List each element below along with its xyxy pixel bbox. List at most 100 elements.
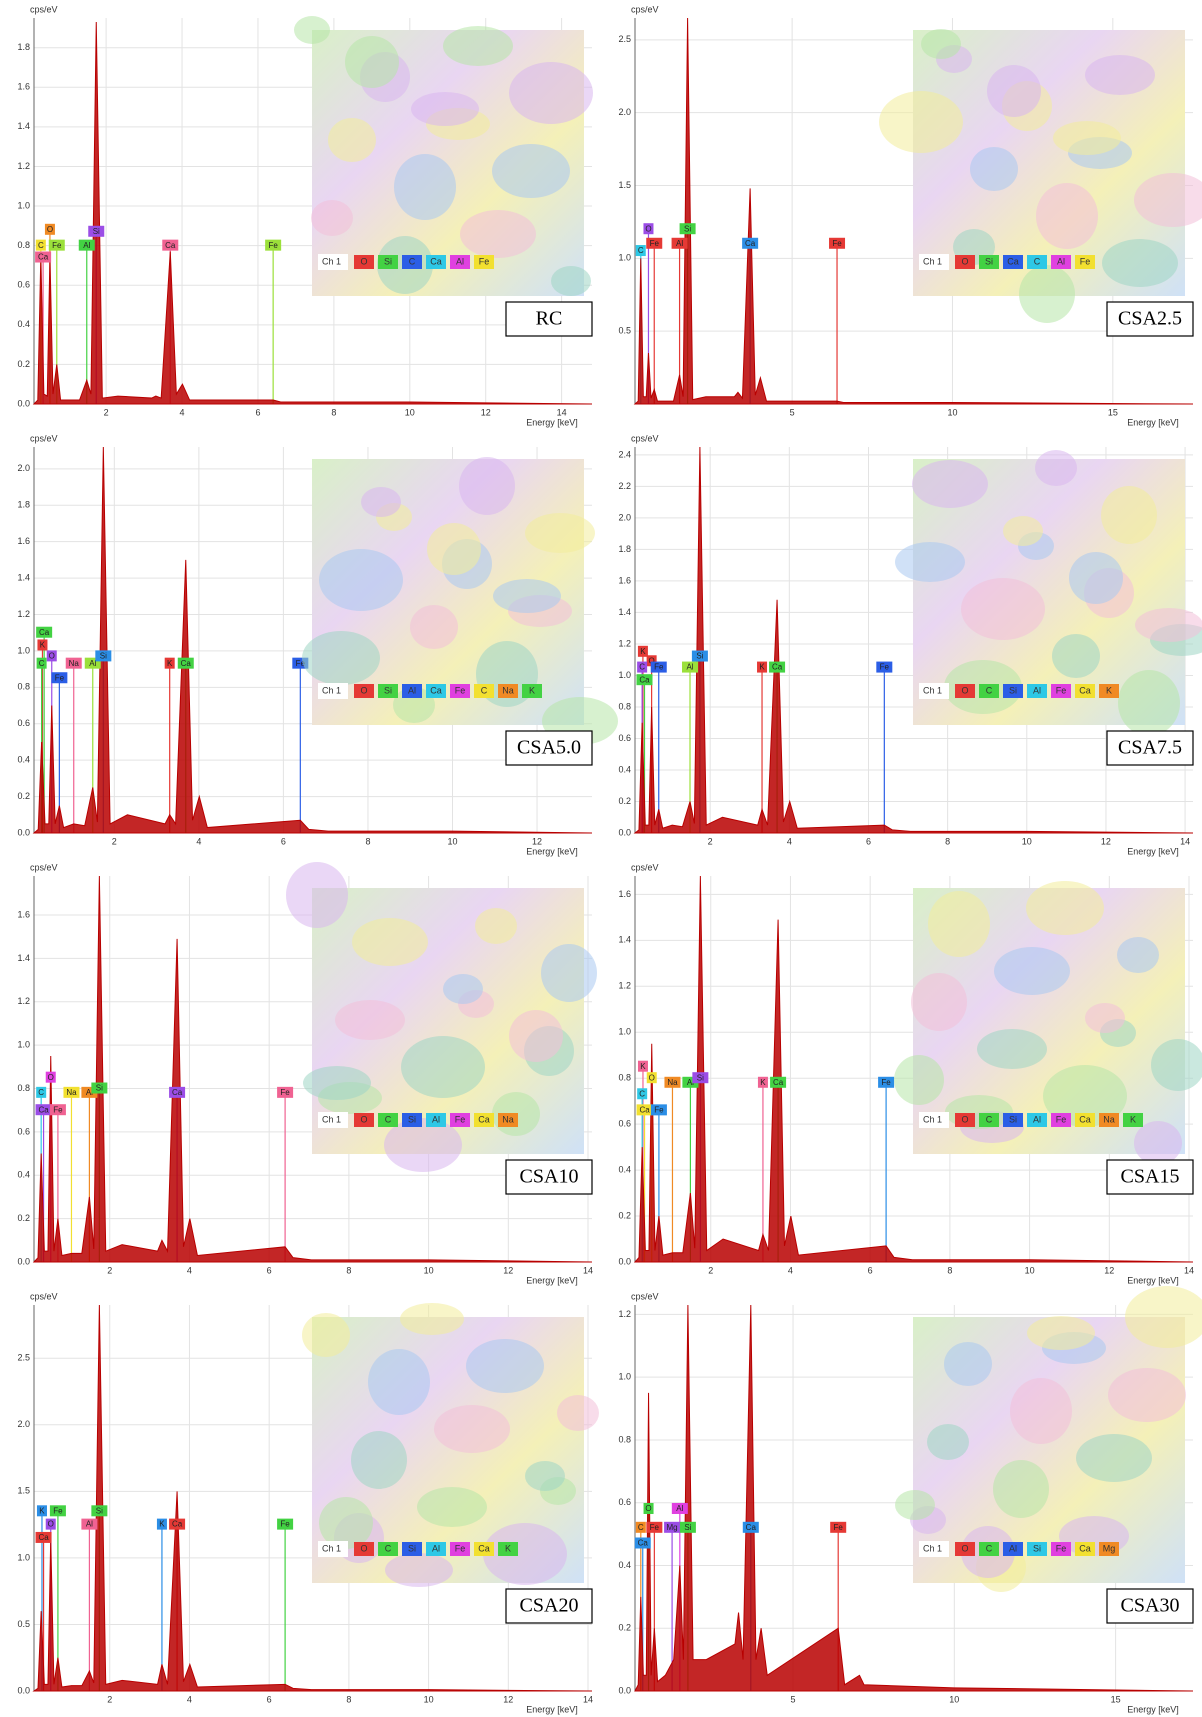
y-tick-label: 0.8 (17, 240, 30, 250)
map-grain (385, 1553, 453, 1587)
x-axis-label: Energy [keV] (526, 1704, 578, 1714)
y-tick-label: 1.2 (17, 996, 30, 1006)
map-grain (443, 974, 483, 1004)
y-tick-label: 1.0 (17, 645, 30, 655)
x-tick-label: 8 (346, 1265, 351, 1275)
element-label-text: Fe (650, 1523, 660, 1532)
element-label: Ca (635, 1538, 651, 1549)
map-grain (525, 513, 595, 553)
map-grain (1010, 1378, 1072, 1444)
element-label: Ca (637, 1104, 653, 1115)
map-grain (466, 1339, 544, 1393)
element-label: K (638, 646, 648, 657)
x-tick-label: 2 (708, 836, 713, 846)
legend-label: O (360, 1114, 367, 1124)
element-label: Fe (651, 662, 667, 673)
map-grain (459, 457, 515, 515)
legend-label: Fe (1056, 685, 1067, 695)
legend-label: Ca (1079, 1114, 1091, 1124)
legend-label: Fe (455, 685, 466, 695)
legend-label: Al (1057, 256, 1065, 266)
element-label-text: Ca (639, 1105, 650, 1114)
sample-label: CSA2.5 (1118, 308, 1182, 330)
element-label: Si (680, 1522, 696, 1533)
x-tick-label: 10 (424, 1694, 434, 1704)
y-tick-label: 0.0 (618, 1256, 631, 1266)
element-label-text: O (48, 1073, 54, 1082)
panel: 0.00.20.40.60.81.01.21.41.61.82.02.22.42… (618, 433, 1202, 856)
x-tick-label: 10 (424, 1265, 434, 1275)
map-grain (368, 1349, 430, 1415)
element-label: O (45, 224, 55, 235)
map-legend-title: Ch 1 (923, 1114, 942, 1124)
element-label-text: O (49, 651, 55, 660)
element-label-text: Ca (39, 628, 50, 637)
map-grain (509, 1010, 563, 1062)
element-label-text: Fe (53, 1105, 63, 1114)
legend-label: Fe (1080, 256, 1091, 266)
element-label-text: Fe (268, 241, 278, 250)
element-label-text: Al (676, 1504, 683, 1513)
x-tick-label: 12 (503, 1265, 513, 1275)
map-legend-title: Ch 1 (322, 1114, 341, 1124)
element-label-text: Si (96, 1506, 103, 1515)
map-grain (394, 154, 456, 220)
map-grain (895, 1490, 935, 1520)
element-label-text: Na (667, 1078, 678, 1087)
map-grain (970, 147, 1018, 191)
legend-label: O (961, 1114, 968, 1124)
map-grain (427, 523, 481, 575)
map-legend-title: Ch 1 (322, 685, 341, 695)
y-tick-label: 2.0 (618, 512, 631, 522)
element-label: Fe (878, 1077, 894, 1088)
element-label: Ca (169, 1519, 185, 1530)
x-tick-label: 14 (583, 1694, 593, 1704)
y-tick-label: 1.0 (618, 1027, 631, 1037)
y-axis-label: cps/eV (30, 433, 58, 443)
x-tick-label: 6 (267, 1694, 272, 1704)
map-grain (417, 1487, 487, 1527)
x-tick-label: 8 (331, 407, 336, 417)
element-label: Al (682, 662, 698, 673)
y-tick-label: 1.4 (17, 121, 30, 131)
y-axis-label: cps/eV (631, 862, 659, 872)
element-label-text: Ca (172, 1520, 183, 1529)
element-label: O (643, 223, 653, 234)
element-label: O (46, 1519, 56, 1530)
map-grain (927, 1424, 969, 1460)
y-tick-label: 0.4 (17, 1170, 30, 1180)
element-label: Fe (50, 1104, 66, 1115)
legend-label: C (986, 685, 993, 695)
map-grain (434, 1405, 510, 1453)
element-label-text: Fe (280, 1520, 290, 1529)
legend-label: Ca (430, 685, 442, 695)
map-grain (400, 1303, 464, 1335)
y-axis-label: cps/eV (30, 862, 58, 872)
legend-label: Fe (455, 1114, 466, 1124)
x-axis-label: Energy [keV] (1127, 846, 1179, 856)
map-grain (1117, 937, 1159, 973)
element-label: K (758, 1077, 768, 1088)
y-tick-label: 0.8 (618, 1434, 631, 1444)
map-grain (1076, 1434, 1152, 1482)
map-grain (895, 542, 965, 582)
x-tick-label: 2 (104, 407, 109, 417)
map-grain (303, 1066, 371, 1100)
element-label: C (36, 1087, 46, 1098)
element-label-text: Ca (181, 659, 192, 668)
map-grain (1052, 634, 1100, 678)
element-label-text: C (639, 663, 645, 672)
y-tick-label: 0.2 (618, 1623, 631, 1633)
element-label-text: K (167, 659, 173, 668)
x-tick-label: 6 (281, 836, 286, 846)
element-label-text: C (638, 1523, 644, 1532)
legend-label: Al (456, 256, 464, 266)
element-label-text: Fe (654, 663, 664, 672)
element-label: Fe (830, 1522, 846, 1533)
map-legend-title: Ch 1 (923, 685, 942, 695)
map-grain (319, 549, 403, 611)
map-grain (987, 65, 1041, 117)
y-tick-label: 0.2 (17, 359, 30, 369)
y-tick-label: 0.4 (618, 1560, 631, 1570)
map-grain (483, 1523, 567, 1585)
